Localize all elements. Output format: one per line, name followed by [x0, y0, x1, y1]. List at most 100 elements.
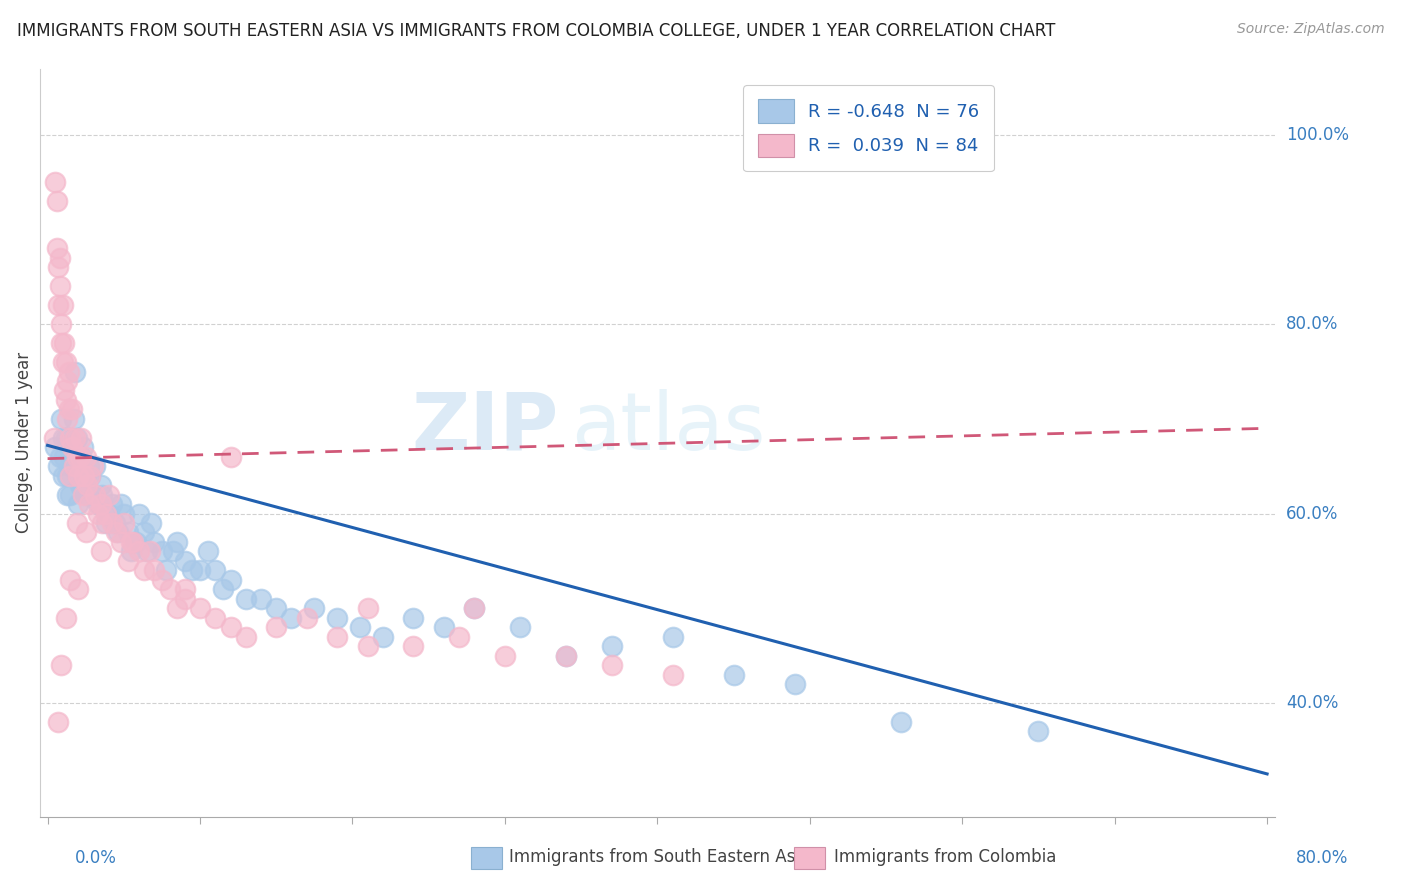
Point — [46, 714, 69, 729]
Point — [65, 431, 87, 445]
Point — [79, 468, 101, 483]
Point — [59, 468, 82, 483]
Point — [82, 459, 104, 474]
Point — [53, 450, 76, 464]
Point — [250, 591, 273, 606]
Point — [188, 563, 211, 577]
Point — [55, 355, 77, 369]
Text: IMMIGRANTS FROM SOUTH EASTERN ASIA VS IMMIGRANTS FROM COLOMBIA COLLEGE, UNDER 1 : IMMIGRANTS FROM SOUTH EASTERN ASIA VS IM… — [17, 22, 1056, 40]
Text: 40.0%: 40.0% — [1286, 694, 1339, 712]
Point — [449, 630, 471, 644]
Point — [76, 478, 98, 492]
Point — [890, 714, 912, 729]
Point — [44, 440, 66, 454]
Text: Immigrants from South Eastern Asia: Immigrants from South Eastern Asia — [509, 848, 810, 866]
Point — [62, 412, 84, 426]
Text: ZIP: ZIP — [412, 389, 558, 467]
Point — [91, 516, 114, 530]
Point — [59, 573, 82, 587]
Point — [128, 544, 150, 558]
Point — [56, 468, 79, 483]
Point — [349, 620, 371, 634]
Point — [125, 535, 148, 549]
Point — [219, 450, 242, 464]
Text: 80.0%: 80.0% — [1286, 315, 1339, 334]
Point — [56, 412, 79, 426]
Point — [53, 336, 76, 351]
Point — [204, 610, 226, 624]
Point — [402, 639, 425, 653]
Point — [67, 497, 90, 511]
Point — [82, 487, 104, 501]
Point — [55, 610, 77, 624]
Text: 80.0%: 80.0% — [1295, 849, 1348, 867]
Point — [326, 610, 349, 624]
Point — [76, 487, 98, 501]
Point — [97, 487, 120, 501]
Point — [326, 630, 349, 644]
Point — [120, 544, 142, 558]
Point — [463, 601, 485, 615]
Point — [122, 535, 145, 549]
Point — [150, 573, 173, 587]
Point — [181, 563, 204, 577]
Point — [219, 620, 242, 634]
Point — [235, 630, 257, 644]
Legend: R = -0.648  N = 76, R =  0.039  N = 84: R = -0.648 N = 76, R = 0.039 N = 84 — [744, 85, 994, 171]
Point — [69, 478, 91, 492]
Point — [70, 450, 93, 464]
Point — [661, 667, 683, 681]
Point — [58, 364, 80, 378]
Point — [59, 487, 82, 501]
Point — [56, 374, 79, 388]
Point — [235, 591, 257, 606]
Point — [219, 573, 242, 587]
Point — [155, 563, 177, 577]
Point — [52, 355, 75, 369]
Y-axis label: College, Under 1 year: College, Under 1 year — [15, 352, 32, 533]
Point — [117, 525, 139, 540]
Point — [52, 298, 75, 312]
Point — [509, 620, 531, 634]
Point — [132, 563, 155, 577]
Point — [69, 450, 91, 464]
Point — [67, 468, 90, 483]
Point — [55, 431, 77, 445]
Point — [110, 535, 132, 549]
Text: 0.0%: 0.0% — [75, 849, 117, 867]
Point — [45, 242, 67, 256]
Point — [87, 497, 110, 511]
Point — [264, 620, 287, 634]
Text: 60.0%: 60.0% — [1286, 505, 1339, 523]
Point — [67, 582, 90, 597]
Point — [73, 468, 96, 483]
Text: Immigrants from Colombia: Immigrants from Colombia — [834, 848, 1056, 866]
Point — [107, 525, 129, 540]
Point — [110, 497, 132, 511]
Point — [138, 544, 160, 558]
Point — [56, 487, 79, 501]
Point — [105, 525, 128, 540]
Point — [60, 402, 83, 417]
Point — [135, 544, 157, 558]
Point — [159, 582, 181, 597]
Point — [49, 279, 72, 293]
Point — [112, 516, 135, 530]
Point — [150, 544, 173, 558]
Point — [91, 487, 114, 501]
Point — [75, 525, 97, 540]
Point — [49, 450, 72, 464]
Point — [141, 516, 163, 530]
Point — [51, 317, 73, 331]
Point — [63, 431, 86, 445]
Point — [42, 431, 65, 445]
Point — [166, 535, 188, 549]
Point — [52, 431, 75, 445]
Point — [295, 610, 318, 624]
Point — [75, 450, 97, 464]
Point — [112, 507, 135, 521]
Point — [87, 507, 110, 521]
Point — [402, 610, 425, 624]
Point — [173, 554, 195, 568]
Point — [104, 516, 127, 530]
